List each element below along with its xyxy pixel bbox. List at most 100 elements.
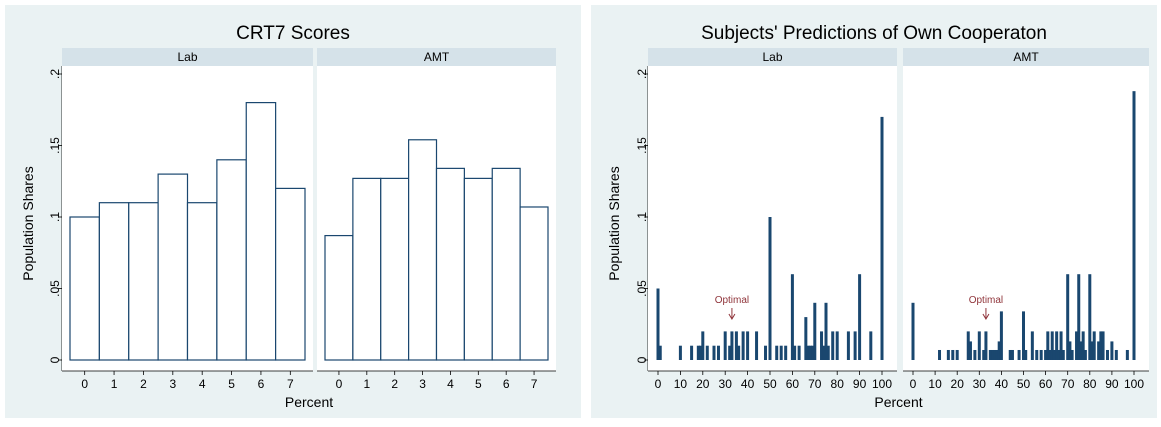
bar <box>658 345 662 360</box>
bar <box>1052 349 1056 360</box>
bar <box>746 331 750 360</box>
bar <box>716 345 720 360</box>
x-tick-label: 70 <box>1061 377 1075 391</box>
bar <box>768 217 772 360</box>
panel-label: Lab <box>177 50 197 64</box>
bar <box>824 302 828 360</box>
bar <box>993 349 997 360</box>
bar <box>678 345 682 360</box>
bar <box>784 345 788 360</box>
bar <box>820 331 824 360</box>
y-tick-label: .1 <box>635 212 649 222</box>
bar <box>797 345 801 360</box>
x-tick-label: 6 <box>258 377 265 391</box>
x-tick-label: 4 <box>199 377 206 391</box>
x-tick-label: 10 <box>928 377 942 391</box>
bar <box>1125 349 1129 360</box>
bar <box>1132 91 1136 360</box>
bar <box>858 274 862 360</box>
x-tick-label: 60 <box>786 377 800 391</box>
bar <box>835 331 839 360</box>
y-tick-label: .15 <box>635 137 649 154</box>
panel-label: Lab <box>762 50 782 64</box>
x-axis-label: Percent <box>285 394 333 410</box>
bar <box>98 202 130 361</box>
bar <box>705 345 709 360</box>
bar <box>1090 341 1094 360</box>
panel-strip <box>317 48 556 66</box>
bar <box>728 345 732 360</box>
bar <box>1088 274 1092 360</box>
bar <box>656 288 660 360</box>
bar <box>790 274 794 360</box>
x-tick-label: 100 <box>1124 377 1144 391</box>
plot-area <box>648 66 897 371</box>
panel-strip <box>903 48 1149 66</box>
x-tick-label: 20 <box>951 377 965 391</box>
bar <box>826 345 830 360</box>
x-tick-label: 7 <box>287 377 294 391</box>
bar <box>1017 349 1021 360</box>
bar <box>408 139 438 361</box>
bar <box>991 349 995 360</box>
annotation-label: Optimal <box>969 295 1003 306</box>
bar <box>737 345 741 360</box>
x-tick-label: 5 <box>228 377 235 391</box>
x-tick-label: 3 <box>169 377 176 391</box>
bar <box>699 345 703 360</box>
bar <box>1077 274 1081 360</box>
panel-strip <box>648 48 897 66</box>
bar <box>1044 349 1048 360</box>
bar <box>1092 331 1096 360</box>
y-axis-label: Population Shares <box>606 166 622 280</box>
bar <box>1039 349 1043 360</box>
bar <box>951 349 955 360</box>
annotation-arrowhead <box>982 313 990 320</box>
bar <box>997 341 1001 360</box>
x-tick-label: 50 <box>763 377 777 391</box>
bar <box>1046 331 1050 360</box>
annotation-label: Optimal <box>715 295 749 306</box>
bar <box>1048 349 1052 360</box>
x-tick-label: 4 <box>447 377 454 391</box>
x-tick-label: 6 <box>503 377 510 391</box>
bar <box>1061 349 1065 360</box>
bar <box>696 345 700 360</box>
y-tick-label: .05 <box>635 280 649 297</box>
bar <box>712 345 716 360</box>
bar <box>822 345 826 360</box>
bar <box>186 202 218 361</box>
bar <box>1105 349 1109 360</box>
y-tick-label: .2 <box>635 69 649 79</box>
bar <box>911 302 915 360</box>
bar <box>216 159 247 361</box>
x-tick-label: 10 <box>674 377 688 391</box>
x-tick-label: 2 <box>391 377 398 391</box>
bar <box>1114 349 1118 360</box>
bar <box>808 345 812 360</box>
bar <box>1081 331 1085 360</box>
x-tick-label: 5 <box>475 377 482 391</box>
x-tick-label: 80 <box>831 377 845 391</box>
bar <box>955 349 959 360</box>
bar <box>988 349 992 360</box>
bar <box>1010 349 1014 360</box>
bar <box>999 311 1003 360</box>
x-tick-label: 0 <box>910 377 917 391</box>
bar <box>793 345 797 360</box>
bar <box>1075 331 1079 360</box>
bar <box>1070 349 1074 360</box>
x-tick-label: 0 <box>81 377 88 391</box>
bar <box>755 331 759 360</box>
bar <box>741 331 745 360</box>
x-tick-label: 0 <box>336 377 343 391</box>
bar <box>435 167 465 361</box>
y-tick-label: .2 <box>48 69 62 79</box>
bar <box>1099 331 1103 360</box>
x-axis-label: Percent <box>874 394 922 410</box>
x-tick-label: 1 <box>363 377 370 391</box>
chart-title: CRT7 Scores <box>236 23 350 44</box>
bar <box>1057 349 1061 360</box>
y-tick-label: .15 <box>48 137 62 154</box>
